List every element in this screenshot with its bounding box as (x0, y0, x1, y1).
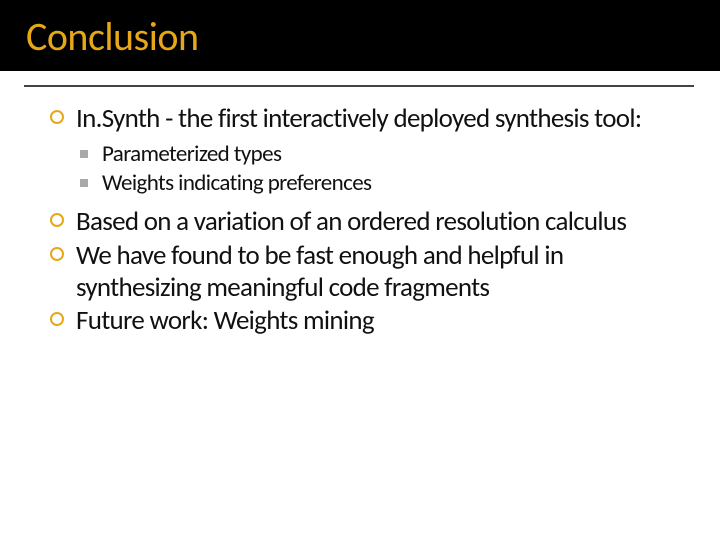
circle-bullet-icon (50, 312, 64, 326)
slide-content: In.Synth - the first interactively deplo… (0, 87, 720, 338)
bullet-level1: We have found to be fast enough and help… (50, 240, 690, 304)
square-bullet-icon (80, 179, 88, 187)
bullet-level1: Future work: Weights mining (50, 305, 690, 337)
bullet-level2: Weights indicating preferences (80, 169, 690, 198)
circle-bullet-icon (50, 247, 64, 261)
bullet-text: Future work: Weights mining (76, 304, 374, 337)
sub-bullet-group: Parameterized types Weights indicating p… (50, 140, 690, 198)
title-bar: Conclusion (0, 0, 720, 71)
bullet-text: In.Synth - the first interactively deplo… (76, 102, 641, 135)
slide: Conclusion In.Synth - the first interact… (0, 0, 720, 540)
bullet-text: We have found to be fast enough and help… (76, 239, 563, 304)
slide-title: Conclusion (26, 12, 198, 61)
bullet-text: Parameterized types (102, 140, 281, 168)
circle-bullet-icon (50, 213, 64, 227)
bullet-text: Based on a variation of an ordered resol… (76, 205, 626, 238)
circle-bullet-icon (50, 110, 64, 124)
bullet-level2: Parameterized types (80, 140, 690, 169)
square-bullet-icon (80, 150, 88, 158)
bullet-text: Weights indicating preferences (102, 169, 371, 197)
bullet-level1: In.Synth - the first interactively deplo… (50, 103, 690, 135)
bullet-level1: Based on a variation of an ordered resol… (50, 206, 690, 238)
